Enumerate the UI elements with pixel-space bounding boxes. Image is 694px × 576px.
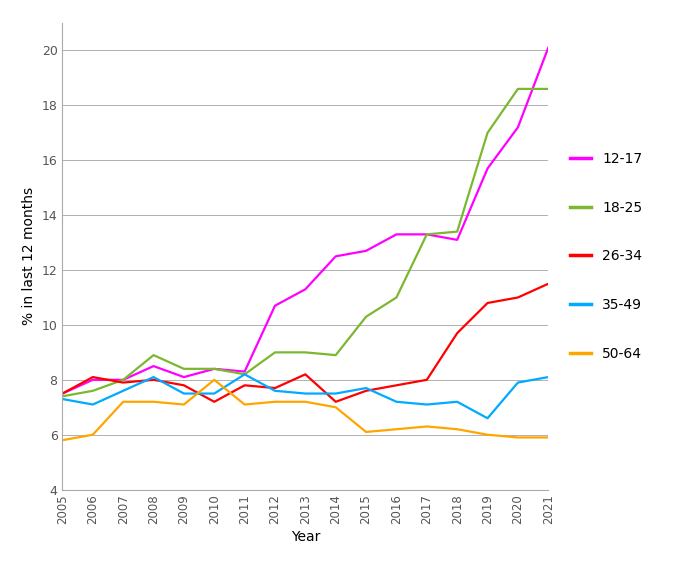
35-49 <box>271 387 279 394</box>
35-49 <box>149 374 158 381</box>
35-49 <box>453 399 462 406</box>
35-49 <box>89 401 97 408</box>
35-49 <box>119 387 127 394</box>
18-25 <box>484 130 492 137</box>
X-axis label: Year: Year <box>291 530 320 544</box>
18-25 <box>362 313 370 320</box>
50-64 <box>210 376 219 383</box>
26-34 <box>241 382 249 389</box>
Line: 50-64: 50-64 <box>62 380 548 440</box>
12-17 <box>301 286 310 293</box>
50-64 <box>544 434 552 441</box>
26-34 <box>210 399 219 406</box>
12-17 <box>210 365 219 372</box>
18-25 <box>514 85 522 92</box>
12-17 <box>514 124 522 131</box>
26-34 <box>362 387 370 394</box>
35-49 <box>58 396 67 403</box>
12-17 <box>362 247 370 254</box>
50-64 <box>241 401 249 408</box>
18-25 <box>301 349 310 356</box>
50-64 <box>180 401 188 408</box>
50-64 <box>453 426 462 433</box>
35-49 <box>392 399 400 406</box>
26-34 <box>271 385 279 392</box>
50-64 <box>301 399 310 406</box>
35-49 <box>514 379 522 386</box>
Line: 26-34: 26-34 <box>62 284 548 402</box>
50-64 <box>423 423 431 430</box>
12-17 <box>58 390 67 397</box>
12-17 <box>149 363 158 370</box>
12-17 <box>484 165 492 172</box>
35-49 <box>332 390 340 397</box>
50-64 <box>514 434 522 441</box>
35-49 <box>423 401 431 408</box>
35-49 <box>210 390 219 397</box>
18-25 <box>544 85 552 92</box>
12-17 <box>544 44 552 51</box>
26-34 <box>514 294 522 301</box>
18-25 <box>58 393 67 400</box>
18-25 <box>271 349 279 356</box>
35-49 <box>180 390 188 397</box>
50-64 <box>89 431 97 438</box>
Line: 18-25: 18-25 <box>62 89 548 396</box>
50-64 <box>332 404 340 411</box>
35-49 <box>544 374 552 381</box>
18-25 <box>453 228 462 235</box>
26-34 <box>423 376 431 383</box>
18-25 <box>332 352 340 359</box>
50-64 <box>58 437 67 444</box>
26-34 <box>180 382 188 389</box>
50-64 <box>119 399 127 406</box>
12-17 <box>241 368 249 375</box>
26-34 <box>392 382 400 389</box>
50-64 <box>362 429 370 435</box>
18-25 <box>392 294 400 301</box>
18-25 <box>180 365 188 372</box>
26-34 <box>149 376 158 383</box>
18-25 <box>119 376 127 383</box>
18-25 <box>241 371 249 378</box>
12-17 <box>332 253 340 260</box>
Line: 35-49: 35-49 <box>62 374 548 418</box>
Y-axis label: % in last 12 months: % in last 12 months <box>22 187 36 325</box>
50-64 <box>392 426 400 433</box>
26-34 <box>484 300 492 306</box>
26-34 <box>89 374 97 381</box>
18-25 <box>149 352 158 359</box>
35-49 <box>241 371 249 378</box>
12-17 <box>392 231 400 238</box>
12-17 <box>89 376 97 383</box>
Legend: 12-17, 18-25, 26-34, 35-49, 50-64: 12-17, 18-25, 26-34, 35-49, 50-64 <box>565 146 648 366</box>
12-17 <box>119 376 127 383</box>
26-34 <box>544 281 552 287</box>
26-34 <box>119 379 127 386</box>
12-17 <box>180 374 188 381</box>
35-49 <box>362 385 370 392</box>
35-49 <box>301 390 310 397</box>
18-25 <box>210 365 219 372</box>
35-49 <box>484 415 492 422</box>
26-34 <box>332 399 340 406</box>
26-34 <box>453 329 462 336</box>
12-17 <box>453 236 462 243</box>
18-25 <box>89 387 97 394</box>
50-64 <box>484 431 492 438</box>
12-17 <box>271 302 279 309</box>
12-17 <box>423 231 431 238</box>
Line: 12-17: 12-17 <box>62 48 548 393</box>
18-25 <box>423 231 431 238</box>
50-64 <box>271 399 279 406</box>
50-64 <box>149 399 158 406</box>
26-34 <box>58 390 67 397</box>
26-34 <box>301 371 310 378</box>
